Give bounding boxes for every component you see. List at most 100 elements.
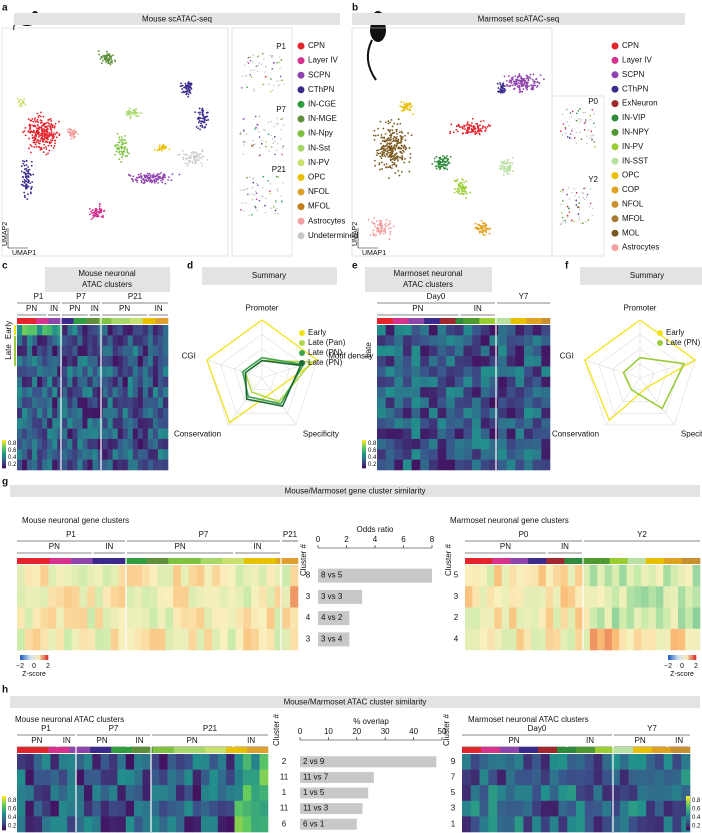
cluster-annotation [528,558,538,564]
umap-point [37,121,40,124]
heatmap-cell [75,785,85,802]
heatmap-cell [92,407,98,419]
heatmap-cell [33,785,43,802]
inset-point [252,54,255,57]
inset-point [579,131,581,133]
heatmap-cell [100,800,110,817]
legend-label: Late (Pan) [308,338,346,347]
heatmap-cell [17,407,23,419]
heatmap-cell [58,785,68,802]
cluster-annotation [408,318,417,324]
heatmap-cell [112,387,118,398]
inset-point [566,214,569,217]
umap-point [378,219,381,222]
umap-point [54,133,57,136]
legend-label: Late (PN) [666,338,701,347]
heatmap-cell [33,800,43,817]
heatmap-cell [17,586,26,608]
umap-point [24,196,26,199]
umap-point [157,176,160,179]
inset-point [252,181,255,184]
heatmap-cell [219,586,229,608]
umap-point [70,135,73,137]
group-label: P7 [76,292,86,301]
cluster-annotation [215,747,227,753]
heatmap-cell [663,769,673,786]
umap-point [396,139,399,142]
heatmap-cell [87,586,96,608]
cluster-annotation [173,747,185,753]
umap-point [505,167,508,170]
heatmap-cell [87,628,96,651]
umap-point [121,141,124,144]
heatmap-cell [204,607,213,630]
heatmap-cell [497,769,507,786]
heatmap-cell [602,800,612,817]
heatmap-cell [509,628,517,651]
inset-point [593,140,595,143]
heatmap-cell [201,754,210,770]
heatmap-cell [57,345,63,357]
umap-point [503,88,506,90]
x-tick-label: 10 [324,727,333,736]
umap-point [157,148,160,151]
inset-point [279,79,281,82]
umap-point [100,209,103,212]
colorbar [686,823,690,826]
heatmap-cell [40,586,49,608]
heatmap-cell [479,785,489,802]
inset-point [560,223,563,225]
heatmap-cell [62,366,68,378]
umap-point [34,143,37,146]
colorbar-tick: 0.6 [368,448,377,454]
heatmap-cell [420,459,430,471]
group-label: P21 [128,292,143,301]
umap-point [381,155,384,157]
inset-point [566,108,568,110]
umap-point [400,101,403,103]
umap-point [30,188,33,191]
heatmap-cell [17,366,23,378]
umap-point [375,227,378,230]
heatmap-cell [411,459,421,471]
heatmap-cell [107,438,113,450]
umap-point [27,147,30,150]
heatmap-cell [266,607,275,630]
heatmap-cell [142,407,149,419]
heatmap-cell [251,816,260,833]
colorbar-tick: 0.8 [8,441,17,447]
umap-point [387,177,390,180]
umap-point [400,139,403,142]
heatmap-cell [219,607,229,630]
heatmap-cell [52,407,58,419]
umap-point [388,146,390,149]
legend-swatch [611,42,619,50]
umap-point [168,148,171,151]
umap-point [34,117,36,120]
umap-point [136,111,139,114]
umap-point [200,162,203,165]
heatmap-cell [47,418,53,429]
umap-point [475,132,478,135]
heatmap-cell [92,785,101,802]
heatmap-cell [58,769,68,786]
heatmap-cell [159,816,168,833]
umap-point [437,160,440,162]
colorbar [2,440,6,442]
umap-point [499,88,502,91]
heatmap-cell [47,397,53,409]
inset-point [275,123,278,126]
inset-point [571,110,574,113]
heatmap-cell [663,800,673,817]
umap-point [25,169,28,172]
heatmap-cell [446,428,456,440]
umap-point [43,128,46,131]
umap-point [199,125,202,127]
heatmap-cell [134,565,143,587]
legend-label: ExNeuron [622,99,658,108]
umap-point [123,148,126,150]
heatmap-cell [134,785,143,802]
heatmap-cell [97,428,103,440]
inset-point [254,206,257,209]
umap-point [378,163,380,166]
